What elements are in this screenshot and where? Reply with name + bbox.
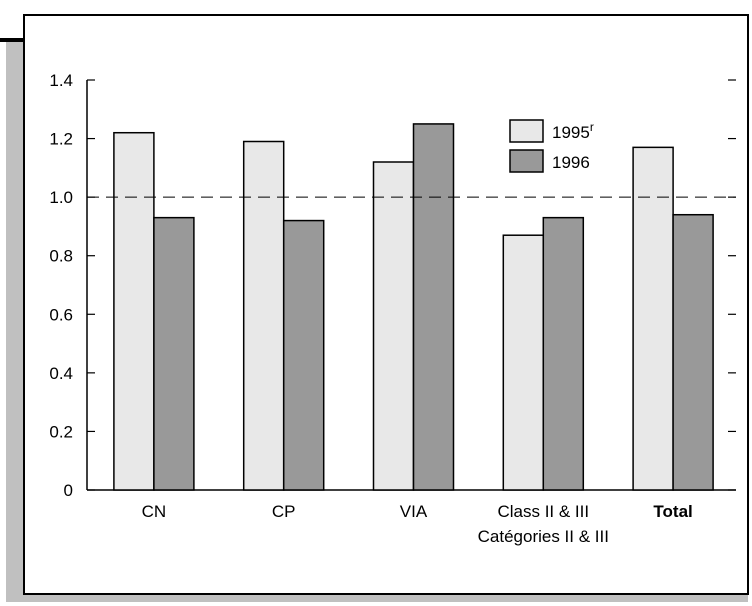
x-category-label: CN [142, 502, 167, 521]
y-tick-label: 1.4 [49, 71, 73, 90]
bar-1995-via [372, 161, 415, 491]
legend-swatch-1996 [509, 149, 544, 173]
bar-1995-cp [242, 140, 285, 491]
plot-area: 0 0.2 0.4 0.6 0.8 1.0 1.2 1.4 CN CP VIA Class II & … [49, 71, 736, 546]
bar-1995-total [632, 146, 674, 491]
bar-1996-cp [282, 219, 325, 491]
x-category-label: CP [272, 502, 296, 521]
y-tick-label: 1.0 [49, 188, 73, 207]
bar-1996-total [672, 213, 714, 491]
x-category-label: VIA [400, 502, 428, 521]
y-tick-label: 0.8 [49, 247, 73, 266]
legend-label-1995: 1995r [552, 120, 594, 142]
y-tick-label: 0.4 [49, 364, 73, 383]
x-category-label: Total [653, 502, 692, 521]
legend-swatch-1995 [509, 119, 544, 143]
bar-1996-via [412, 123, 455, 491]
bar-1995-cn [113, 131, 155, 491]
x-category-sublabel: Catégories II & III [478, 527, 609, 546]
legend-label-1996: 1996 [552, 153, 590, 172]
bar-1995-class-ii-iii [502, 234, 545, 491]
y-tick-label: 0.2 [49, 422, 73, 441]
bar-1996-cn [153, 216, 195, 491]
bar-1996-class-ii-iii [542, 216, 585, 491]
y-tick-label: 1.2 [49, 130, 73, 149]
legend-superscript: r [590, 120, 594, 134]
y-tick-label: 0 [64, 481, 73, 500]
x-category-label: Class II & III [497, 502, 589, 521]
y-tick-label: 0.6 [49, 305, 73, 324]
